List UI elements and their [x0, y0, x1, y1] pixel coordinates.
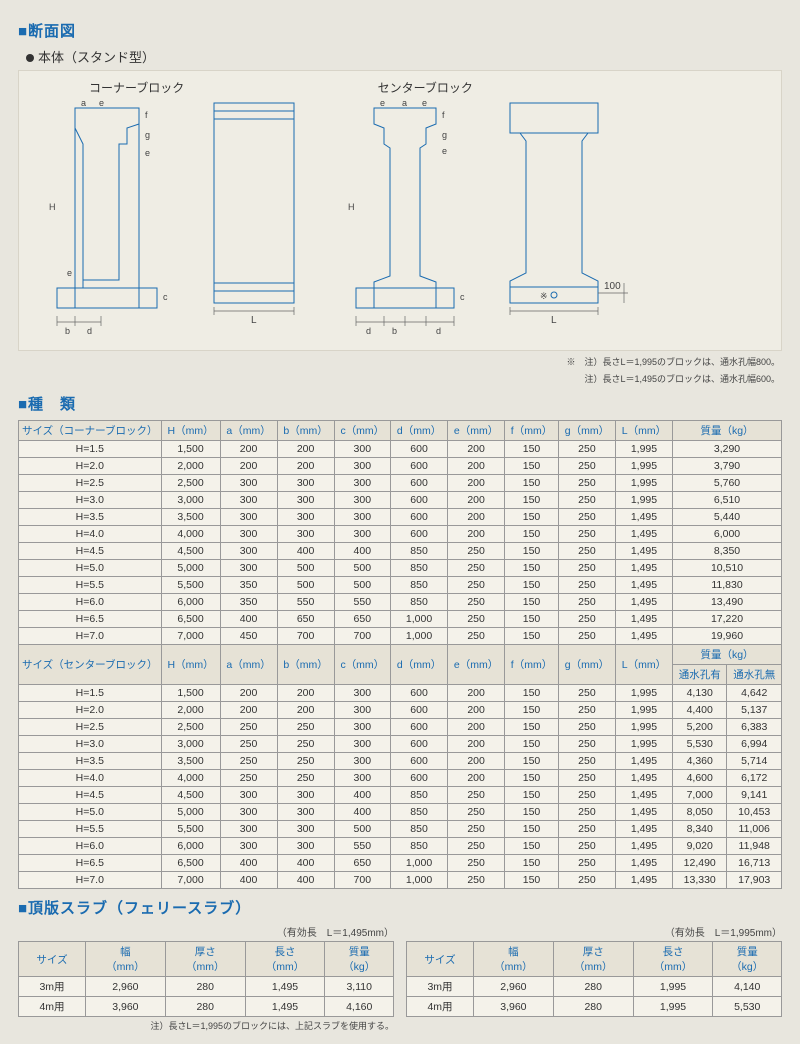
caption-2: （有効長 L＝1,995mm） [406, 924, 782, 939]
corner-front-svg: b d a e f g e H e c [37, 100, 177, 340]
diagram-corner-front: コーナーブロック b d a e f g e H e c [29, 79, 184, 340]
svg-text:g: g [442, 130, 447, 140]
svg-text:e: e [67, 268, 72, 278]
svg-text:H: H [348, 202, 355, 212]
table-row: H=3.03,0003003003006002001502501,9956,51… [19, 492, 782, 509]
table-row: H=6.06,0003003005508502501502501,4959,02… [19, 838, 782, 855]
table-row: H=5.05,0003005005008502501502501,49510,5… [19, 560, 782, 577]
table-row: H=7.07,0004507007001,0002501502501,49519… [19, 628, 782, 645]
table-row: H=5.05,0003003004008502501502501,4958,05… [19, 804, 782, 821]
svg-text:e: e [422, 100, 427, 108]
table-row: H=4.04,0003003003006002001502501,4956,00… [19, 526, 782, 543]
center-side-svg: ※ 100 L [498, 97, 648, 327]
table-row: 3m用2,9602801,9954,140 [407, 977, 782, 997]
slab-hdr-1: サイズ幅（mm）厚さ（mm）長さ（mm）質量（kg） [19, 942, 394, 977]
svg-text:※: ※ [540, 291, 548, 301]
table-row: H=3.03,0002502503006002001502501,9955,53… [19, 736, 782, 753]
subtitle-honbun: 本体（スタンド型） [26, 47, 782, 66]
table-row: 3m用2,9602801,4953,110 [19, 977, 394, 997]
svg-text:c: c [163, 292, 168, 302]
svg-text:e: e [145, 148, 150, 158]
note-2: 注）長さL＝1,495のブロックは、通水孔幅600。 [18, 372, 780, 385]
subtitle-text: 本体（スタンド型） [38, 50, 155, 65]
svg-text:b: b [65, 326, 70, 336]
corner-side-svg: L [202, 97, 312, 327]
table-row: H=6.06,0003505505508502501502501,49513,4… [19, 594, 782, 611]
slab-body-1: 3m用2,9602801,4953,1104m用3,9602801,4954,1… [19, 977, 394, 1017]
table-row: H=2.52,5003003003006002001502501,9955,76… [19, 475, 782, 492]
body-corner: H=1.51,5002002003006002001502501,9953,29… [19, 441, 782, 645]
slab-right: （有効長 L＝1,995mm） サイズ幅（mm）厚さ（mm）長さ（mm）質量（k… [406, 924, 782, 1017]
section-title-shurui: ■種 類 [18, 393, 782, 414]
label-corner: コーナーブロック [89, 79, 184, 96]
table-row: 4m用3,9602801,9955,530 [407, 997, 782, 1017]
body-center: H=1.51,5002002003006002001502501,9954,13… [19, 685, 782, 889]
slab-left: （有効長 L＝1,495mm） サイズ幅（mm）厚さ（mm）長さ（mm）質量（k… [18, 924, 394, 1032]
svg-text:a: a [81, 100, 86, 108]
header-row-center-1: サイズ（センターブロック）H（mm）a（mm）b（mm）c（mm）d（mm）e（… [19, 645, 782, 665]
svg-text:b: b [392, 326, 397, 336]
section-title-slab: ■頂版スラブ（フェリースラブ） [18, 897, 782, 918]
svg-text:L: L [551, 315, 557, 326]
svg-text:e: e [442, 146, 447, 156]
diagram-center-side: ※ 100 L [498, 97, 648, 327]
table-row: H=3.53,5002502503006002001502501,4954,36… [19, 753, 782, 770]
diagram-panel: コーナーブロック b d a e f g e H e c [18, 70, 782, 351]
svg-text:e: e [99, 100, 104, 108]
table-row: H=5.55,5003505005008502501502501,49511,8… [19, 577, 782, 594]
svg-text:d: d [87, 326, 92, 336]
header-row-corner: サイズ（コーナーブロック）H（mm）a（mm）b（mm）c（mm）d（mm）e（… [19, 421, 782, 441]
table-row: H=6.56,5004004006501,0002501502501,49512… [19, 855, 782, 872]
slab-hdr-2: サイズ幅（mm）厚さ（mm）長さ（mm）質量（kg） [407, 942, 782, 977]
table-row: H=4.04,0002502503006002001502501,4954,60… [19, 770, 782, 787]
svg-text:g: g [145, 130, 150, 140]
svg-text:f: f [145, 110, 148, 120]
table-types: サイズ（コーナーブロック）H（mm）a（mm）b（mm）c（mm）d（mm）e（… [18, 420, 782, 889]
table-slab-1: サイズ幅（mm）厚さ（mm）長さ（mm）質量（kg） 3m用2,9602801,… [18, 941, 394, 1017]
svg-text:c: c [460, 292, 465, 302]
svg-text:d: d [366, 326, 371, 336]
table-row: H=2.02,0002002003006002001502501,9954,40… [19, 702, 782, 719]
diagram-corner-side: L [202, 97, 312, 327]
note-1: ※ 注）長さL＝1,995のブロックは、通水孔幅800。 [18, 355, 780, 368]
table-row: H=4.54,5003004004008502501502501,4958,35… [19, 543, 782, 560]
svg-text:a: a [402, 100, 407, 108]
svg-text:f: f [442, 110, 445, 120]
label-center: センターブロック [378, 79, 473, 96]
caption-1: （有効長 L＝1,495mm） [18, 924, 394, 939]
table-row: H=1.51,5002002003006002001502501,9953,29… [19, 441, 782, 458]
diagram-center-front: センターブロック e a e f g e H c d b d [330, 79, 480, 340]
table-row: H=4.54,5003003004008502501502501,4957,00… [19, 787, 782, 804]
table-slab-2: サイズ幅（mm）厚さ（mm）長さ（mm）質量（kg） 3m用2,9602801,… [406, 941, 782, 1017]
table-row: H=3.53,5003003003006002001502501,4955,44… [19, 509, 782, 526]
svg-text:L: L [251, 315, 257, 326]
slab-note: 注）長さL＝1,995のブロックには、上記スラブを使用する。 [18, 1019, 394, 1032]
svg-text:H: H [49, 202, 56, 212]
table-row: H=2.02,0002002003006002001502501,9953,79… [19, 458, 782, 475]
table-row: H=2.52,5002502503006002001502501,9955,20… [19, 719, 782, 736]
svg-text:e: e [380, 100, 385, 108]
dim-100: 100 [604, 281, 621, 292]
slab-body-2: 3m用2,9602801,9954,1404m用3,9602801,9955,5… [407, 977, 782, 1017]
svg-text:d: d [436, 326, 441, 336]
table-row: H=1.51,5002002003006002001502501,9954,13… [19, 685, 782, 702]
table-row: H=5.55,5003003005008502501502501,4958,34… [19, 821, 782, 838]
table-row: H=7.07,0004004007001,0002501502501,49513… [19, 872, 782, 889]
table-row: H=6.56,5004006506501,0002501502501,49517… [19, 611, 782, 628]
table-row: 4m用3,9602801,4954,160 [19, 997, 394, 1017]
center-front-svg: e a e f g e H c d b d [330, 100, 480, 340]
section-title-danmen: ■断面図 [18, 20, 782, 41]
